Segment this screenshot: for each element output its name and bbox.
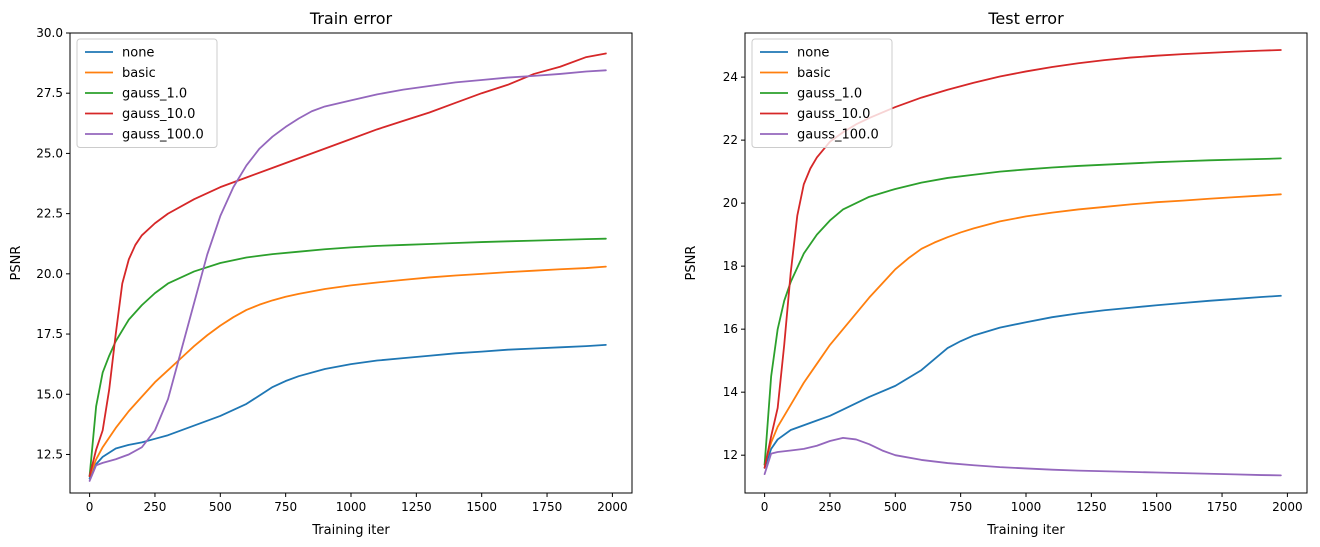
train-ytick-label: 30.0	[36, 26, 63, 40]
test-legend-label-none: none	[797, 46, 829, 61]
test-series-gauss-10-0	[763, 49, 1282, 469]
train-ytick-label: 22.5	[36, 207, 63, 221]
test-series-none	[763, 294, 1282, 469]
train-xtick-label: 0	[86, 500, 94, 514]
test-xtick-label: 250	[819, 500, 842, 514]
train-series-group	[88, 52, 607, 482]
test-xtick-label: 2000	[1272, 500, 1303, 514]
test-series-gauss-100-0	[763, 436, 1282, 477]
test-series-group	[763, 49, 1282, 477]
train-legend-label-gauss-10-0: gauss_10.0	[122, 107, 195, 122]
train-series-none	[88, 343, 607, 480]
train-ytick-label: 20.0	[36, 267, 63, 281]
test-series-gauss-1-0	[763, 157, 1282, 466]
train-xtick-label: 250	[144, 500, 167, 514]
train-x-axis-label: Training iter	[311, 523, 390, 538]
test-ytick-label: 22	[723, 133, 738, 147]
train-series-gauss-1-0	[88, 237, 607, 478]
train-xtick-label: 750	[274, 500, 297, 514]
train-y-axis-label: PSNR	[9, 246, 24, 281]
test-x-axis-label: Training iter	[986, 523, 1065, 538]
train-chart-title: Train error	[309, 9, 393, 28]
test-ytick-label: 18	[723, 259, 738, 273]
test-ytick-label: 24	[723, 70, 738, 84]
test-legend-box	[751, 38, 893, 148]
test-legend-label-basic: basic	[797, 66, 831, 81]
test-ytick-label: 12	[723, 448, 738, 462]
train-legend-label-basic: basic	[122, 66, 156, 81]
test-xtick-label: 1000	[1011, 500, 1042, 514]
test-chart-title: Test error	[987, 9, 1064, 28]
train-xtick-label: 1750	[532, 500, 563, 514]
train-series-gauss-10-0	[88, 52, 607, 478]
train-legend: none basic gauss_1.0 gauss_10.0 gauss_100.0	[76, 38, 218, 148]
train-ytick-label: 25.0	[36, 146, 63, 160]
test-series-basic	[763, 193, 1282, 466]
train-xtick-label: 2000	[597, 500, 628, 514]
train-ytick-label: 17.5	[36, 327, 63, 341]
test-ytick-label: 16	[723, 322, 738, 336]
test-legend-label-gauss-1-0: gauss_1.0	[797, 87, 862, 102]
train-xtick-label: 1000	[336, 500, 367, 514]
test-y-axis-label: PSNR	[684, 246, 699, 281]
test-xtick-label: 0	[761, 500, 769, 514]
test-legend: none basic gauss_1.0 gauss_10.0 gauss_100.0	[751, 38, 893, 148]
test-legend-label-gauss-100-0: gauss_100.0	[797, 128, 879, 143]
test-ytick-label: 14	[723, 385, 738, 399]
train-xtick-label: 500	[209, 500, 232, 514]
test-legend-label-gauss-10-0: gauss_10.0	[797, 107, 870, 122]
train-legend-label-none: none	[122, 46, 154, 61]
train-legend-box	[76, 38, 218, 148]
train-xtick-label: 1250	[401, 500, 432, 514]
test-xtick-label: 750	[949, 500, 972, 514]
test-xtick-label: 1250	[1076, 500, 1107, 514]
train-ytick-label: 27.5	[36, 86, 63, 100]
test-xtick-label: 1500	[1141, 500, 1172, 514]
train-series-gauss-100-0	[88, 69, 607, 482]
train-series-basic	[88, 265, 607, 478]
train-ytick-label: 15.0	[36, 387, 63, 401]
test-ytick-label: 20	[723, 196, 738, 210]
test-xtick-label: 1750	[1207, 500, 1238, 514]
train-ytick-label: 12.5	[36, 447, 63, 461]
test-error-chart: 0 250 500 750 1000 1250 1500 1750 2000 12 14 16 18 20…	[684, 9, 1308, 538]
train-legend-label-gauss-100-0: gauss_100.0	[122, 128, 204, 143]
train-error-chart: 0 250 500 750 1000 1250 1500 1750 2000 12.5 15.0 17…	[9, 9, 633, 538]
train-xtick-label: 1500	[466, 500, 497, 514]
train-legend-label-gauss-1-0: gauss_1.0	[122, 87, 187, 102]
test-xtick-label: 500	[884, 500, 907, 514]
